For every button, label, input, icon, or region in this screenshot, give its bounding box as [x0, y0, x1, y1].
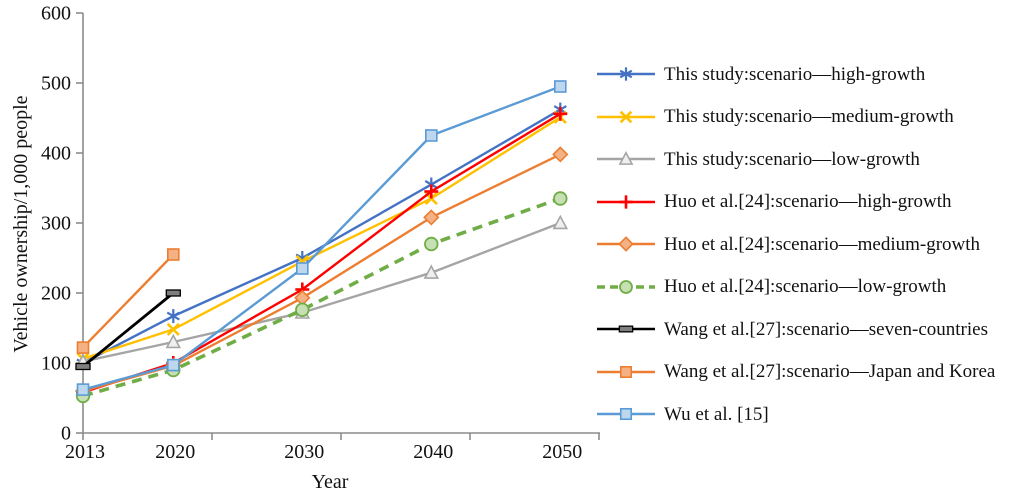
legend-item-3: This study:scenario—low-growth — [597, 138, 995, 181]
y-tick-label: 600 — [41, 3, 71, 25]
y-tick-label: 400 — [41, 143, 71, 165]
y-axis-ticks: 0 100 200 300 400 500 600 — [41, 3, 83, 445]
legend-item-5: Huo et al.[24]:scenario—medium-growth — [597, 223, 995, 266]
series-8 — [76, 248, 180, 354]
legend-item-7: Wang et al.[27]:scenario—seven-countries — [597, 308, 995, 351]
legend-label: This study:scenario—low-growth — [664, 148, 920, 170]
legend: This study:scenario—high-growth This stud… — [597, 53, 995, 436]
legend-label: Wang et al.[27]:scenario—seven-countries — [664, 318, 988, 340]
legend-label: Wu et al. [15] — [664, 403, 769, 425]
legend-swatch-triangle-icon — [597, 151, 655, 166]
legend-item-1: This study:scenario—high-growth — [597, 53, 995, 96]
series-6 — [75, 191, 568, 404]
legend-swatch-x-icon — [597, 110, 655, 123]
x-axis-ticks: 2013 2020 2030 2040 2050 — [65, 433, 600, 463]
legend-swatch-square-icon — [597, 365, 655, 378]
series-5 — [74, 146, 569, 400]
x-tick-label: 2050 — [542, 441, 582, 463]
legend-swatch-asterisk-icon — [597, 67, 655, 81]
legend-swatch-square-icon — [597, 408, 655, 421]
legend-label: Huo et al.[24]:scenario—low-growth — [664, 276, 947, 298]
legend-swatch-plus-icon — [597, 195, 655, 209]
series-9 — [76, 80, 567, 396]
legend-item-2: This study:scenario—medium-growth — [597, 96, 995, 139]
x-tick-label: 2013 — [65, 441, 105, 463]
series-1 — [76, 102, 567, 370]
series-7 — [75, 289, 181, 371]
y-tick-label: 200 — [41, 283, 71, 305]
legend-item-4: Huo et al.[24]:scenario—high-growth — [597, 181, 995, 224]
x-tick-label: 2040 — [413, 441, 453, 463]
legend-swatch-dash-icon — [597, 325, 655, 333]
x-axis-title: Year — [311, 471, 349, 493]
legend-label: Huo et al.[24]:scenario—high-growth — [664, 191, 952, 213]
legend-swatch-circle-icon — [597, 279, 655, 294]
legend-label: Huo et al.[24]:scenario—medium-growth — [664, 233, 981, 255]
legend-item-8: Wang et al.[27]:scenario—Japan and Korea — [597, 351, 995, 394]
y-tick-label: 0 — [61, 423, 71, 445]
legend-item-9: Wu et al. [15] — [597, 393, 995, 436]
x-tick-label: 2030 — [284, 441, 324, 463]
y-tick-label: 500 — [41, 73, 71, 95]
legend-label: This study:scenario—medium-growth — [664, 106, 954, 128]
series-3 — [75, 214, 569, 368]
y-tick-label: 300 — [41, 213, 71, 235]
legend-item-6: Huo et al.[24]:scenario—low-growth — [597, 266, 995, 309]
legend-swatch-diamond-icon — [597, 236, 655, 253]
legend-label: Wang et al.[27]:scenario—Japan and Korea — [664, 361, 996, 383]
y-axis-title: Vehicle ownership/1,000 people — [10, 95, 32, 353]
y-tick-label: 100 — [41, 353, 71, 375]
legend-label: This study:scenario—high-growth — [664, 63, 926, 85]
x-tick-label: 2020 — [155, 441, 195, 463]
